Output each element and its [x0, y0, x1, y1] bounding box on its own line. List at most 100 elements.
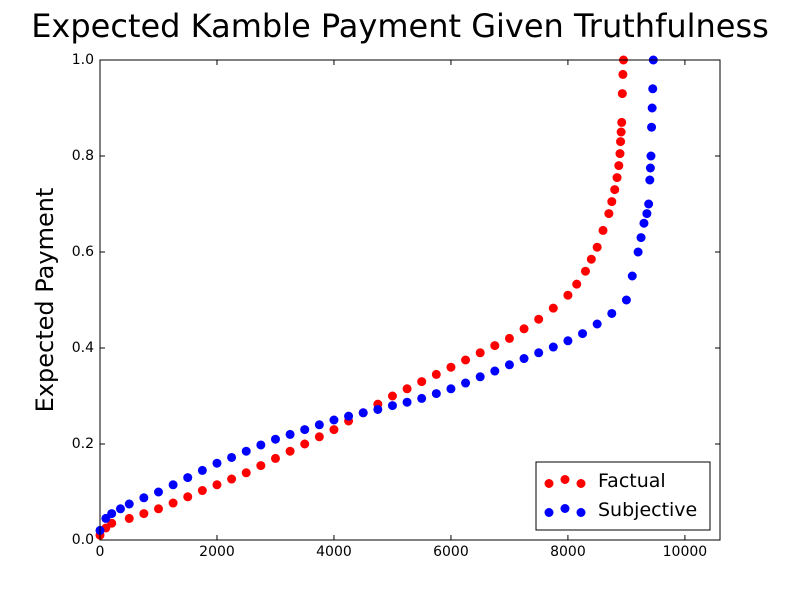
- point: [504, 360, 514, 370]
- point: [153, 504, 163, 514]
- point: [548, 342, 558, 352]
- legend-marker: [544, 508, 554, 517]
- point: [270, 453, 280, 463]
- point: [642, 209, 652, 219]
- point: [648, 84, 658, 94]
- point: [431, 389, 441, 399]
- x-tick-label: 0: [96, 544, 105, 560]
- point: [534, 314, 544, 324]
- point: [446, 384, 456, 394]
- point: [241, 468, 251, 478]
- point: [616, 137, 626, 147]
- point: [598, 225, 608, 235]
- point: [256, 440, 266, 450]
- y-tick-label: 0.0: [72, 532, 94, 548]
- point: [563, 336, 573, 346]
- point: [344, 411, 354, 421]
- point: [197, 486, 207, 496]
- point: [548, 303, 558, 313]
- point: [107, 509, 117, 519]
- point: [644, 199, 654, 209]
- legend-marker: [576, 479, 586, 488]
- point: [504, 333, 514, 343]
- point: [645, 175, 655, 185]
- chart-title: Expected Kamble Payment Given Truthfulne…: [31, 7, 769, 45]
- point: [612, 173, 622, 183]
- point: [618, 69, 628, 79]
- point: [519, 354, 529, 364]
- point: [519, 324, 529, 334]
- point: [417, 393, 427, 403]
- x-tick-label: 10000: [663, 544, 708, 560]
- y-tick-label: 0.8: [72, 148, 94, 164]
- point: [580, 266, 590, 276]
- point: [153, 487, 163, 497]
- point: [627, 271, 637, 281]
- point: [285, 446, 295, 456]
- point: [563, 290, 573, 300]
- point: [461, 355, 471, 365]
- point: [183, 473, 193, 483]
- point: [358, 408, 368, 418]
- x-tick-label: 8000: [550, 544, 586, 560]
- legend-marker: [576, 508, 586, 517]
- point: [647, 103, 657, 113]
- point: [617, 89, 627, 99]
- x-tick-label: 6000: [433, 544, 469, 560]
- y-axis-label: Expected Payment: [31, 188, 59, 413]
- point: [183, 492, 193, 502]
- point: [647, 122, 657, 132]
- point: [402, 397, 412, 407]
- axes-frame: [99, 59, 721, 541]
- point: [227, 452, 237, 462]
- point: [614, 161, 624, 171]
- point: [124, 513, 134, 523]
- point: [241, 446, 251, 456]
- y-tick-label: 0.4: [72, 340, 94, 356]
- point: [314, 432, 324, 442]
- point: [115, 504, 125, 514]
- point: [490, 366, 500, 376]
- point: [212, 458, 222, 468]
- point: [227, 474, 237, 484]
- point: [329, 425, 339, 435]
- plot-area: [95, 55, 658, 540]
- point: [314, 420, 324, 430]
- point: [270, 434, 280, 444]
- point: [616, 127, 626, 137]
- point: [607, 197, 617, 207]
- point: [572, 279, 582, 289]
- point: [475, 348, 485, 358]
- point: [586, 254, 596, 264]
- x-tick-label: 2000: [199, 544, 235, 560]
- y-tick-label: 0.2: [72, 436, 94, 452]
- point: [124, 499, 134, 509]
- point: [607, 308, 617, 318]
- point: [592, 242, 602, 252]
- point: [639, 218, 649, 228]
- legend-label: Factual: [598, 470, 666, 492]
- point: [139, 509, 149, 519]
- point: [431, 369, 441, 379]
- point: [387, 401, 397, 411]
- point: [592, 319, 602, 329]
- point: [168, 498, 178, 508]
- y-tick-label: 0.6: [72, 244, 94, 260]
- point: [446, 362, 456, 372]
- point: [417, 377, 427, 387]
- x-tick-label: 4000: [316, 544, 352, 560]
- point: [139, 493, 149, 503]
- point: [610, 185, 620, 195]
- point: [402, 384, 412, 394]
- point: [490, 341, 500, 351]
- point: [373, 404, 383, 414]
- point: [534, 348, 544, 358]
- point: [461, 378, 471, 388]
- legend-box: [535, 461, 711, 531]
- point: [645, 163, 655, 173]
- point: [300, 439, 310, 449]
- point: [329, 415, 339, 425]
- point: [578, 329, 588, 339]
- point: [615, 149, 625, 159]
